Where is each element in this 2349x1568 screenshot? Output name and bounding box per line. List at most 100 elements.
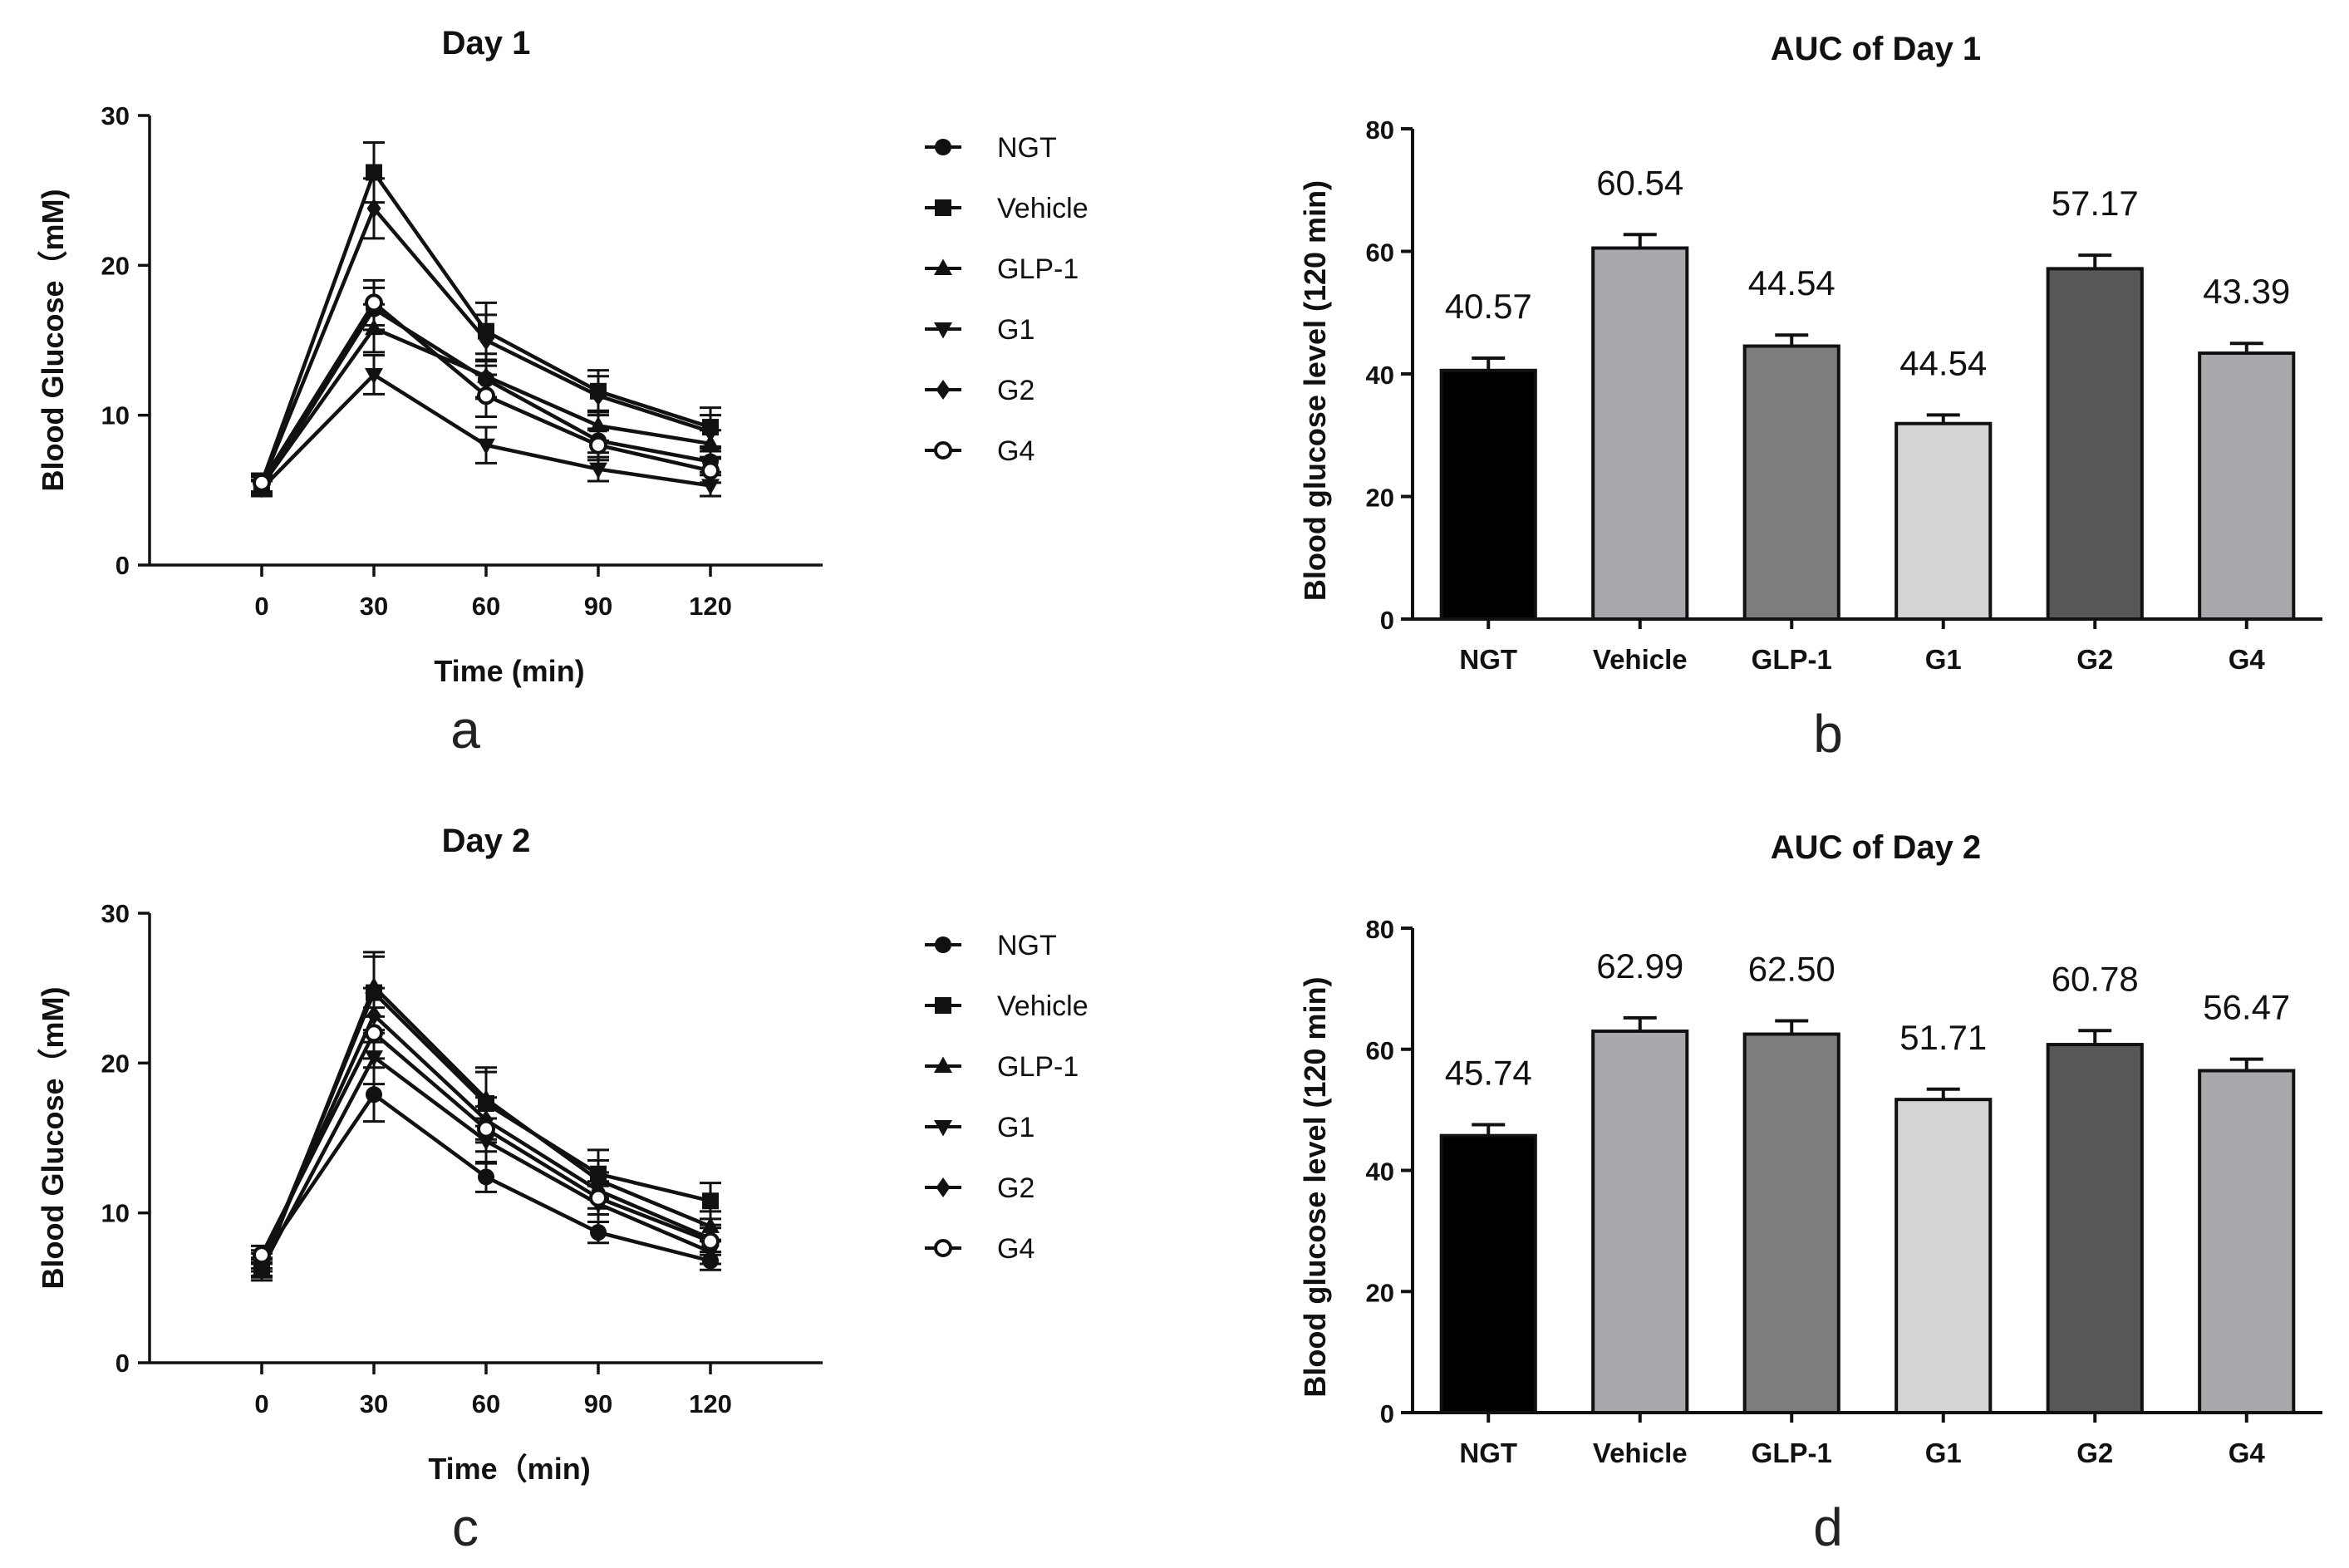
bar-vehicle [1591,246,1689,621]
legend-label: G2 [997,1172,1034,1204]
marker-shape [253,1246,271,1265]
marker-shape [365,293,383,312]
y-tick-label: 10 [101,1199,130,1228]
legend-item: GLP-1 [925,1051,1079,1083]
legend-item: NGT [925,930,1057,961]
data-point [589,435,607,455]
panel-letter: c [452,1497,479,1557]
legend-label: G4 [997,1233,1034,1265]
data-point [702,1192,719,1210]
category-label: Vehicle [1593,1438,1688,1468]
data-label: 60.78 [2052,959,2139,998]
data-label: 62.50 [1748,949,1835,988]
chart-title: AUC of Day 1 [1771,31,1981,67]
legend-label: G2 [997,375,1034,406]
y-axis-label: Blood Glucose（mM) [36,189,70,491]
marker-shape [253,473,271,492]
chart-title: Day 2 [442,823,531,859]
marker-shape [936,1177,951,1197]
bar-g4 [2198,351,2296,621]
marker-shape [935,139,951,155]
data-point [366,198,381,219]
data-point [701,1231,720,1251]
legend-item: G1 [925,314,1034,346]
x-tick-label: 120 [689,592,732,621]
category-label: G2 [2076,1438,2113,1468]
data-point [477,1119,495,1138]
y-tick-label: 80 [1366,915,1394,944]
legend-item: NGT [925,132,1057,164]
series-g4 [251,278,721,494]
y-tick-label: 0 [115,551,130,580]
marker-shape [703,421,718,442]
legend-item: G2 [925,375,1034,406]
legend-marker [936,380,951,400]
marker-shape [589,415,607,433]
legend-item: Vehicle [925,990,1089,1022]
marker-shape [366,1086,382,1103]
marker-shape [478,1168,494,1186]
marker-shape [935,997,951,1014]
bar-g2 [2046,1043,2144,1415]
data-label: 44.54 [1748,263,1835,302]
x-tick-label: 90 [584,592,612,621]
marker-shape [590,1224,607,1241]
marker-shape [702,1192,719,1210]
marker-shape [701,461,720,480]
legend-marker [936,1177,951,1197]
legend-label: Vehicle [997,193,1089,224]
category-label: GLP-1 [1752,1438,1832,1468]
x-tick-label: 0 [254,1389,268,1418]
data-label: 43.39 [2203,272,2290,311]
marker-shape [589,435,607,455]
y-tick-label: 60 [1366,238,1394,268]
data-point [591,386,606,406]
x-tick-label: 60 [472,1389,500,1418]
y-tick-label: 0 [1380,606,1394,635]
x-tick-label: 60 [472,592,500,621]
chart-title: Day 1 [442,25,531,61]
marker-shape [935,199,951,216]
y-tick-label: 0 [1380,1399,1394,1428]
marker-shape [365,318,383,336]
data-point [365,318,383,336]
marker-shape [477,386,495,406]
category-label: G1 [1925,644,1962,675]
data-point [589,462,607,479]
chart-panel-a: Day 1 0 10 20 30 0 30 60 90 120 Time (min) Blood Gl… [36,25,1089,759]
data-label: 44.54 [1899,343,1987,382]
marker-shape [366,164,382,181]
category-label: G2 [2076,644,2113,675]
marker-shape [934,322,952,339]
x-axis-label: Time（min) [428,1452,590,1486]
data-label: 45.74 [1445,1054,1532,1093]
bar-g2 [2046,267,2144,621]
legend-item: G1 [925,1112,1034,1143]
data-label: 62.99 [1596,946,1683,986]
marker-shape [934,1239,952,1257]
bar-vehicle [1591,1029,1689,1414]
legend-item: G4 [925,1233,1034,1265]
legend-item: Vehicle [925,193,1089,224]
chart-panel-b: AUC of Day 1 0 20 40 60 80 Blood glucose level… [1298,31,2322,764]
marker-shape [936,380,951,400]
data-label: 56.47 [2203,988,2290,1027]
data-label: 57.17 [2052,184,2139,223]
marker-shape [934,1056,952,1073]
data-point [477,386,495,406]
data-point [590,1224,607,1241]
data-label: 51.71 [1899,1018,1987,1057]
data-point [703,421,718,442]
data-point [253,473,271,492]
legend-label: G1 [997,1112,1034,1143]
y-tick-label: 30 [101,899,130,928]
legend-label: GLP-1 [997,1051,1079,1083]
legend-marker [934,1120,952,1137]
bar-ngt [1439,1133,1537,1415]
data-point [366,164,382,181]
data-point [589,415,607,433]
bar-glp-1 [1742,344,1840,621]
marker-shape [591,386,606,406]
marker-shape [477,1119,495,1138]
